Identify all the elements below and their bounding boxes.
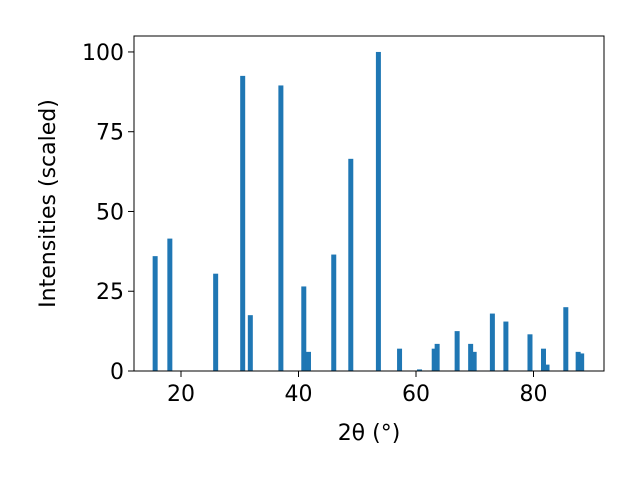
bar xyxy=(468,343,474,371)
bar xyxy=(431,348,437,371)
bar xyxy=(301,286,307,371)
bars xyxy=(152,51,585,371)
bar xyxy=(575,351,581,371)
bar xyxy=(167,238,173,371)
bar xyxy=(454,331,460,371)
bar xyxy=(434,343,440,371)
x-tick-label: 20 xyxy=(167,382,195,407)
bar xyxy=(375,51,381,371)
bar xyxy=(213,273,219,371)
x-tick-label: 60 xyxy=(402,382,430,407)
bar xyxy=(471,351,477,371)
bar xyxy=(278,85,284,371)
bar xyxy=(331,254,337,371)
bar xyxy=(503,321,509,371)
y-tick-label: 25 xyxy=(96,280,124,305)
y-tick-label: 100 xyxy=(82,41,124,66)
bar xyxy=(563,307,569,371)
bar xyxy=(489,313,495,371)
x-axis-label: 2θ (°) xyxy=(338,421,401,446)
y-tick-label: 50 xyxy=(96,200,124,225)
bar xyxy=(305,351,311,371)
bar xyxy=(247,315,253,371)
bar xyxy=(527,334,533,371)
bar xyxy=(579,353,585,371)
y-axis-label: Intensities (scaled) xyxy=(36,99,61,308)
bar xyxy=(397,348,403,371)
plot-frame xyxy=(133,35,605,372)
bar xyxy=(152,256,158,371)
y-tick-label: 75 xyxy=(96,121,124,146)
bar xyxy=(540,348,546,371)
y-axis-ticks: 0 25 50 75 100 xyxy=(82,41,134,385)
x-tick-label: 80 xyxy=(520,382,548,407)
bar xyxy=(348,158,354,371)
bar xyxy=(544,364,550,371)
x-axis-ticks: 20 40 60 80 xyxy=(167,371,548,407)
bar xyxy=(240,75,246,371)
bar xyxy=(417,369,423,371)
y-tick-label: 0 xyxy=(110,360,124,385)
x-tick-label: 40 xyxy=(285,382,313,407)
